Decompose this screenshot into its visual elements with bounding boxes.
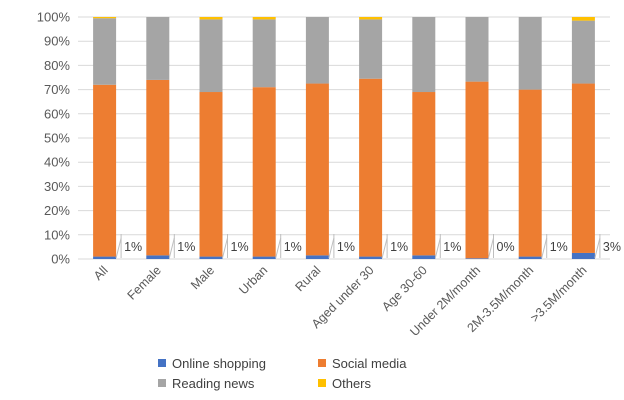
legend-label: Others [332,375,372,391]
legend: Online shopping Social media Reading news O… [0,348,624,400]
data-labels: 1% 1% 1% 1% 1% 1% 1% 0% 1% 3% [115,234,621,259]
y-tick-label: 100% [37,10,71,25]
bar-segment [465,17,489,82]
bar-segment [199,92,223,257]
data-label: 3% [603,240,621,254]
bar-segment [199,19,223,93]
bar-segment [146,17,170,80]
data-label: 1% [390,240,408,254]
y-tick-label: 90% [44,34,70,49]
x-category-label: All [91,263,111,283]
bar-segment [252,256,276,259]
bar-segment [146,255,170,259]
data-label-leader [434,237,441,259]
data-label: 1% [443,240,461,254]
data-label: 1% [177,240,195,254]
legend-item: Others [318,374,371,392]
bar-segment [305,255,329,259]
y-tick-label: 30% [44,179,70,194]
legend-swatch [318,379,326,387]
bar-segment [93,84,117,257]
data-label: 0% [497,240,515,254]
bar-segment [359,17,383,20]
bar-segment [518,89,542,257]
data-label-leader [328,237,335,259]
bar-segment [252,87,276,257]
legend-label: Reading news [172,375,255,391]
y-tick-label: 40% [44,155,70,170]
bar-segment [465,81,489,259]
y-axis: 0% 10% 20% 30% 40% 50% 60% 70% 80% 90% 100% [37,10,71,267]
data-label-leader [115,237,122,259]
y-tick-label: 60% [44,106,70,121]
y-tick-label: 50% [44,131,70,146]
bar-segment [199,256,223,259]
bar-segment [359,78,383,257]
legend-swatch [158,379,166,387]
bar-segment [571,252,595,259]
data-label: 1% [550,240,568,254]
bar-segment [571,20,595,84]
stacked-bar-chart: 0%10%20%30%40%50%60%70%80%90%100% 1% 1% 1%… [37,10,621,339]
bar-segment [412,92,436,256]
bar-segment [93,18,117,85]
y-tick-label: 0% [51,252,70,267]
bar-segment [93,256,117,259]
legend-item: Online shopping [158,354,266,372]
y-tick-label: 10% [44,227,70,242]
y-tick-label: 20% [44,203,70,218]
bar-segment [199,17,223,20]
data-label-leader [541,237,548,259]
data-label: 1% [124,240,142,254]
bar-segment [571,83,595,253]
bar-segment [465,258,489,259]
data-label-leader [594,237,601,259]
bar-segment [252,19,276,88]
bar-segment [518,17,542,90]
data-label-leader [168,237,175,259]
legend-label: Online shopping [172,355,266,371]
bar-segment [571,17,595,21]
data-label-leader [222,237,228,259]
legend-item: Reading news [158,374,254,392]
bar-segment [359,19,383,79]
bar-segment [146,79,170,256]
x-category-label: >3.5M/month [528,263,590,325]
x-category-label: Age 30-60 [379,263,430,314]
data-label-leader [275,237,282,259]
bar-segment [305,83,329,256]
legend-item: Social media [318,354,406,372]
bar-segment [359,256,383,259]
legend-swatch [158,359,166,367]
x-category-label: Male [188,263,217,292]
data-label-leader [381,237,388,259]
y-tick-label: 80% [44,58,70,73]
bar-segment [518,256,542,259]
legend-label: Social media [332,355,407,371]
bar-segment [305,17,329,84]
bar-segment [412,255,436,259]
y-tick-label: 70% [44,82,70,97]
bar-segment [93,17,117,19]
data-label: 1% [284,240,302,254]
data-label: 1% [231,240,249,254]
x-category-label: Female [125,263,164,302]
x-category-label: Rural [292,263,323,294]
legend-swatch [318,359,326,367]
x-category-label: Urban [236,263,270,297]
bar-segment [252,17,276,20]
data-label: 1% [337,240,355,254]
bar-segment [412,17,436,93]
data-label-leader [488,237,494,259]
bars [93,17,595,259]
